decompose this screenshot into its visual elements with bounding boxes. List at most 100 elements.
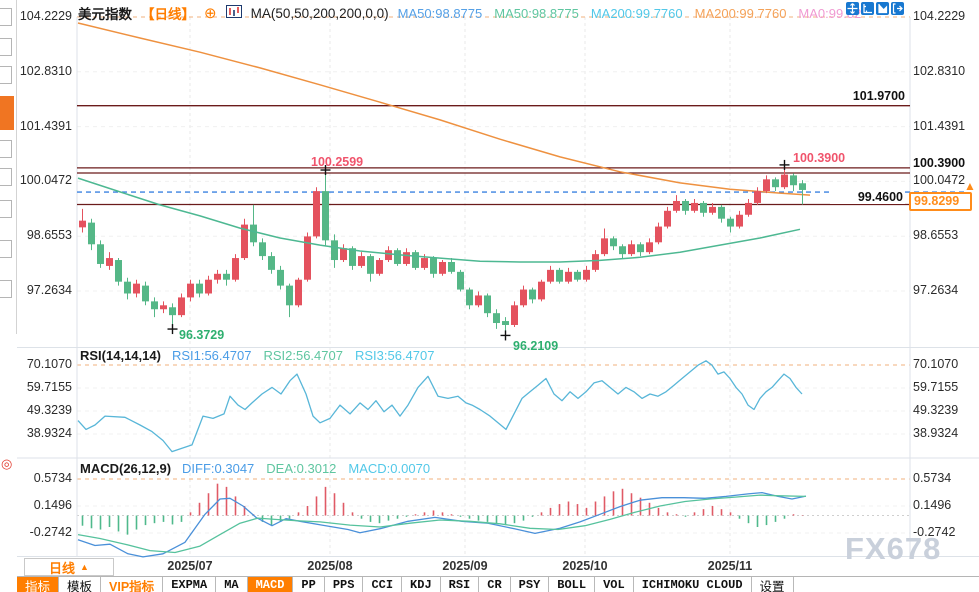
- recent-high-label: 100.3900: [793, 151, 846, 165]
- chart-type-icon[interactable]: [225, 5, 242, 21]
- september-low-label: 96.2109: [513, 339, 559, 353]
- date-tick-label: 2025/07: [167, 559, 213, 573]
- axis-label: 49.3239: [26, 403, 72, 417]
- tab-psy[interactable]: PSY: [511, 577, 550, 592]
- period-arrow-icon: ▲: [80, 562, 89, 572]
- axis-label: 59.7155: [913, 380, 959, 394]
- symbol-title: 美元指数: [78, 7, 132, 22]
- july-low-label: 96.3729: [179, 328, 225, 342]
- axis-label: 97.2634: [913, 282, 959, 297]
- axis-label: 70.1070: [26, 357, 72, 371]
- macd-value: MACD:0.0070: [348, 461, 431, 476]
- add-indicator-icon[interactable]: ⊕: [204, 5, 217, 22]
- current-price-box: 99.8299: [909, 192, 972, 211]
- tab-macd[interactable]: MACD: [247, 577, 294, 592]
- period-tag[interactable]: 【日线】: [141, 7, 195, 22]
- price-up-arrow-icon: ▲: [964, 179, 976, 193]
- date-tick-label: 2025/11: [707, 559, 753, 573]
- active-tool-icon[interactable]: [0, 96, 14, 130]
- pan-icon[interactable]: [846, 2, 859, 15]
- ma-value: MA200:99.7760: [694, 5, 787, 21]
- date-tick-label: 2025/08: [307, 559, 353, 573]
- axis-label: 98.6553: [913, 228, 959, 243]
- axis-label: 102.8310: [19, 63, 72, 78]
- axis-fill-icon[interactable]: [876, 2, 889, 15]
- draw-tool-icon[interactable]: [0, 240, 12, 258]
- rsi-legend: RSI1:56.4707 RSI2:56.4707 RSI3:56.4707: [172, 348, 447, 363]
- macd-value: DIFF:0.3047: [182, 461, 255, 476]
- draw-tool-icon[interactable]: [0, 66, 12, 84]
- period-label: 日线: [49, 560, 76, 576]
- axis-label: 0.5734: [33, 471, 72, 485]
- chart-toolbar-icons: [846, 2, 904, 15]
- rsi-header: RSI(14,14,14) RSI1:56.4707 RSI2:56.4707 RS…: [80, 348, 446, 363]
- draw-tool-icon[interactable]: [0, 38, 12, 56]
- macd-title: MACD(26,12,9): [80, 461, 172, 476]
- tab-ichimoku-cloud[interactable]: ICHIMOKU CLOUD: [634, 577, 752, 592]
- axis-label: 100.0472: [913, 173, 966, 188]
- macd-value: DEA:0.3012: [266, 461, 337, 476]
- indicator-tabbar: 指标 模板 VIP指标 EXPMA MA MACD PP PPS CCI KDJ RSI CR PSY B…: [17, 576, 979, 592]
- rsi-value: RSI3:56.4707: [354, 348, 435, 363]
- axis-label: 49.3239: [913, 403, 959, 417]
- axis-label: 0.5734: [913, 471, 952, 485]
- tab-vol[interactable]: VOL: [595, 577, 634, 592]
- ma-legend: MA50:98.8775 MA50:98.8775 MA200:99.7760 MA2…: [398, 6, 874, 21]
- tab-模板[interactable]: 模板: [59, 577, 102, 592]
- axis-label: -0.2742: [913, 525, 956, 539]
- axis-label: 70.1070: [913, 357, 959, 371]
- support-level-label: 99.4600: [830, 190, 905, 204]
- date-tick-label: 2025/10: [562, 559, 608, 573]
- rsi-title: RSI(14,14,14): [80, 348, 161, 363]
- axis-scale-icon[interactable]: [861, 2, 874, 15]
- tab-pp[interactable]: PP: [293, 577, 325, 592]
- tab-设置[interactable]: 设置: [752, 577, 794, 592]
- axis-label: 38.9324: [26, 426, 72, 440]
- ma-value: MA50:98.8775: [494, 5, 579, 21]
- macd-header: MACD(26,12,9) DIFF:0.3047 DEA:0.3012 MACD:…: [80, 461, 442, 476]
- ma-formula: MA(50,50,200,200,0,0): [250, 5, 389, 21]
- draw-tool-icon[interactable]: [0, 168, 12, 186]
- tab-指标[interactable]: 指标: [17, 577, 60, 592]
- tab-cci[interactable]: CCI: [363, 577, 403, 592]
- watermark: FX678: [845, 531, 942, 566]
- axis-label: 59.7155: [26, 380, 72, 394]
- resistance-level-label: 101.9700: [852, 89, 905, 103]
- previous-high-label: 100.2599: [311, 155, 364, 169]
- axis-label: 98.6553: [26, 228, 72, 243]
- axis-label: 104.2229: [19, 9, 72, 23]
- tab-cr[interactable]: CR: [479, 577, 511, 592]
- axis-label: 104.2229: [913, 9, 966, 23]
- ma-value: MA0:99.82: [798, 5, 862, 21]
- period-selector[interactable]: 日线 ▲: [24, 558, 114, 576]
- exit-chart-icon[interactable]: [891, 2, 904, 15]
- tab-boll[interactable]: BOLL: [549, 577, 596, 592]
- ma-value: MA50:98.8775: [397, 5, 483, 21]
- chart-header: 美元指数 【日线】 ⊕ MA(50,50,200,200,0,0) MA50:9…: [78, 3, 873, 23]
- axis-high-label: 100.3900: [913, 156, 966, 170]
- draw-tool-icon[interactable]: [0, 280, 12, 298]
- tab-kdj[interactable]: KDJ: [402, 577, 441, 592]
- macd-legend: DIFF:0.3047 DEA:0.3012 MACD:0.0070: [182, 461, 442, 476]
- tab-rsi[interactable]: RSI: [441, 577, 480, 592]
- axis-label: 38.9324: [913, 426, 959, 440]
- rsi-value: RSI2:56.4707: [263, 348, 343, 363]
- tab-pps[interactable]: PPS: [325, 577, 364, 592]
- axis-label: 97.2634: [26, 282, 72, 297]
- axis-label: 0.1496: [913, 498, 952, 512]
- axis-label: 0.1496: [33, 498, 72, 512]
- axis-label: -0.2742: [29, 525, 72, 539]
- draw-tool-icon[interactable]: [0, 140, 12, 158]
- crosshair-icon[interactable]: ◎: [1, 456, 13, 471]
- tab-vip指标[interactable]: VIP指标: [101, 577, 164, 592]
- tab-expma[interactable]: EXPMA: [163, 577, 217, 592]
- draw-tool-icon[interactable]: [0, 8, 12, 26]
- axis-label: 102.8310: [913, 63, 966, 78]
- draw-tool-icon[interactable]: [0, 200, 12, 218]
- left-toolbar-divider: [16, 0, 17, 334]
- tab-ma[interactable]: MA: [216, 577, 248, 592]
- axis-label: 101.4391: [913, 118, 966, 133]
- date-tick-label: 2025/09: [442, 559, 488, 573]
